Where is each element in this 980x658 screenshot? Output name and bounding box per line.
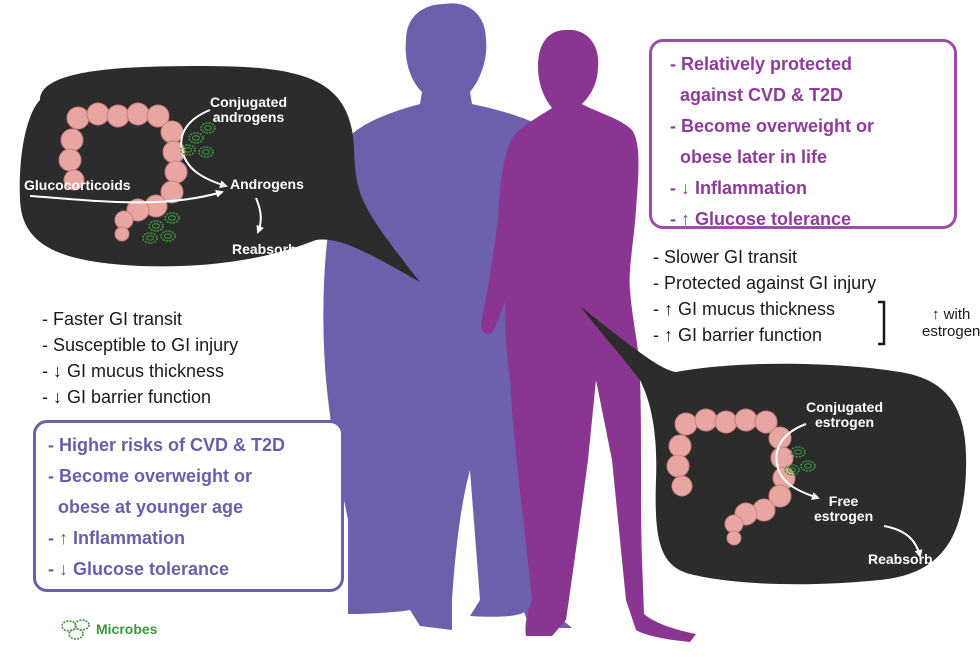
female-outcomes-box: - Relatively protected against CVD & T2D… bbox=[649, 39, 957, 229]
label-conjugated-estrogen: Conjugated estrogen bbox=[806, 399, 883, 430]
female-speech-bubble bbox=[580, 306, 967, 585]
female-outcome: against CVD & T2D bbox=[670, 85, 844, 105]
female-outcome: - ↓ Inflammation bbox=[670, 178, 808, 198]
colon-illustration bbox=[666, 408, 796, 546]
female-outcome: - Relatively protected bbox=[670, 54, 853, 74]
female-silhouette bbox=[480, 29, 696, 642]
male-outcome: - Higher risks of CVD & T2D bbox=[48, 435, 286, 455]
female-outcome: - Become overweight or bbox=[670, 116, 875, 136]
label-reabsorb-female: Reabsorb bbox=[868, 551, 933, 567]
male-traits-list: - Faster GI transit - Susceptible to GI … bbox=[42, 306, 238, 410]
colon-illustration bbox=[58, 102, 188, 242]
female-trait: - Protected against GI injury bbox=[653, 273, 877, 293]
male-trait: - ↓ GI barrier function bbox=[42, 387, 212, 407]
label-reabsorb-male: Reabsorb bbox=[232, 241, 297, 257]
male-speech-bubble bbox=[19, 66, 420, 282]
label-free-estrogen: Free estrogen bbox=[814, 493, 874, 524]
female-trait: - ↑ GI mucus thickness bbox=[653, 299, 836, 319]
legend-label: Microbes bbox=[96, 621, 158, 637]
male-outcome: - ↑ Inflammation bbox=[48, 528, 186, 548]
male-outcomes-box: - Higher risks of CVD & T2D - Become ove… bbox=[33, 420, 344, 592]
male-outcome: - Become overweight or bbox=[48, 466, 253, 486]
male-outcome: - ↓ Glucose tolerance bbox=[48, 559, 230, 579]
male-trait: - Susceptible to GI injury bbox=[42, 335, 239, 355]
label-conjugated-androgens: Conjugated androgens bbox=[210, 94, 287, 125]
female-outcome: - ↑ Glucose tolerance bbox=[670, 209, 852, 229]
male-trait: - Faster GI transit bbox=[42, 309, 183, 329]
female-trait: - Slower GI transit bbox=[653, 247, 798, 267]
male-outcome: obese at younger age bbox=[48, 497, 244, 517]
female-trait: - ↑ GI barrier function bbox=[653, 325, 823, 345]
female-traits-list: - Slower GI transit - Protected against … bbox=[653, 244, 876, 348]
microbe-icon bbox=[61, 619, 90, 640]
estrogen-note: ↑ with estrogen bbox=[922, 306, 980, 340]
bracket bbox=[878, 300, 886, 346]
label-androgens: Androgens bbox=[230, 176, 304, 192]
female-outcome: obese later in life bbox=[670, 147, 828, 167]
label-glucocorticoids: Glucocorticoids bbox=[24, 177, 131, 193]
male-trait: - ↓ GI mucus thickness bbox=[42, 361, 225, 381]
